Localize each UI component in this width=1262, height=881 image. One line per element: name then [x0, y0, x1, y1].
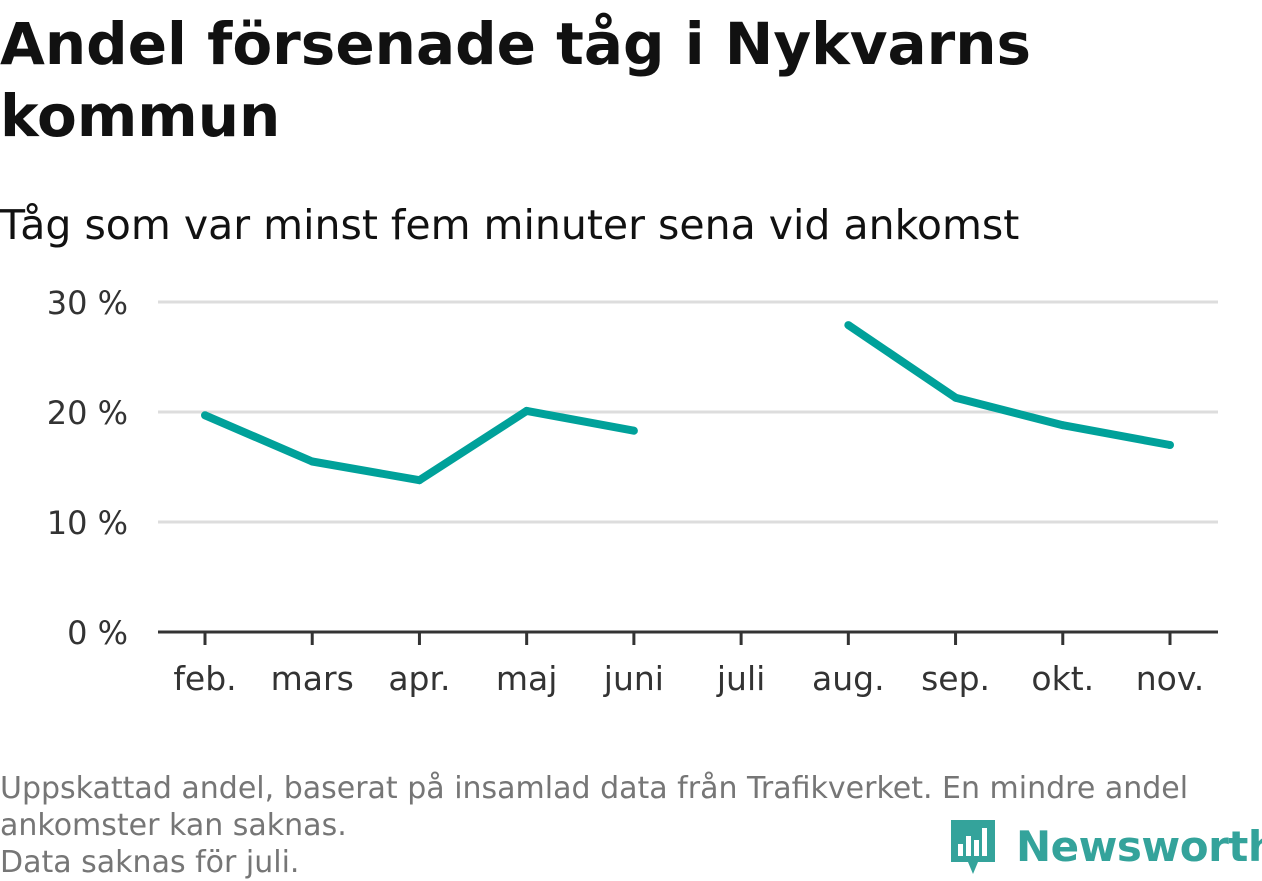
bar-chart-speech-bubble-icon	[951, 820, 995, 874]
data-point	[844, 321, 853, 330]
y-tick-labels: 0 % 10 % 20 % 30 %	[47, 284, 128, 652]
chart-title: Andel försenade tåg i Nykvarns kommun	[0, 10, 1032, 150]
x-tick-label: juli	[716, 659, 765, 698]
y-tick-label: 20 %	[47, 394, 128, 432]
chart-footer: Uppskattad andel, baserat på insamlad da…	[0, 770, 1245, 881]
data-point	[201, 411, 209, 420]
x-tick-label: okt.	[1031, 659, 1094, 698]
x-tick-label: maj	[496, 659, 558, 698]
line-chart: 0 % 10 % 20 % 30 % feb. mars apr. maj juni juli a…	[47, 284, 1218, 698]
x-tick-label: apr.	[388, 659, 450, 698]
data-point	[415, 476, 424, 485]
gridlines	[158, 300, 1218, 524]
missing-data-note: Data saknas för juli.	[0, 845, 300, 880]
x-tick-label: aug.	[812, 659, 885, 698]
logo-text: Newsworthy	[1016, 822, 1262, 871]
data-point	[629, 426, 638, 435]
series-lines	[201, 321, 1174, 485]
y-tick-label: 10 %	[47, 504, 128, 542]
source-note-continued: ankomster kan saknas.	[0, 808, 347, 843]
y-tick-label: 0 %	[67, 614, 128, 652]
chart-subtitle: Tåg som var minst fem minuter sena vid a…	[0, 201, 1020, 249]
x-tick-label: juni	[603, 659, 664, 698]
newsworthy-logo: Newsworthy	[948, 818, 1262, 876]
data-point	[1058, 421, 1067, 430]
x-tick-label: nov.	[1136, 659, 1205, 698]
x-axis: feb. mars apr. maj juni juli aug. sep. okt. nov.	[158, 630, 1218, 698]
data-point	[522, 406, 531, 415]
series-line	[846, 321, 1171, 449]
x-tick-label: sep.	[921, 659, 990, 698]
data-point	[951, 393, 960, 402]
data-point	[1166, 441, 1174, 449]
source-note: Uppskattad andel, baserat på insamlad da…	[0, 771, 1189, 806]
x-tick-label: feb.	[173, 659, 236, 698]
series-line	[203, 406, 635, 485]
y-tick-label: 30 %	[47, 284, 128, 322]
data-point	[308, 457, 317, 466]
x-tick-label: mars	[271, 659, 354, 698]
